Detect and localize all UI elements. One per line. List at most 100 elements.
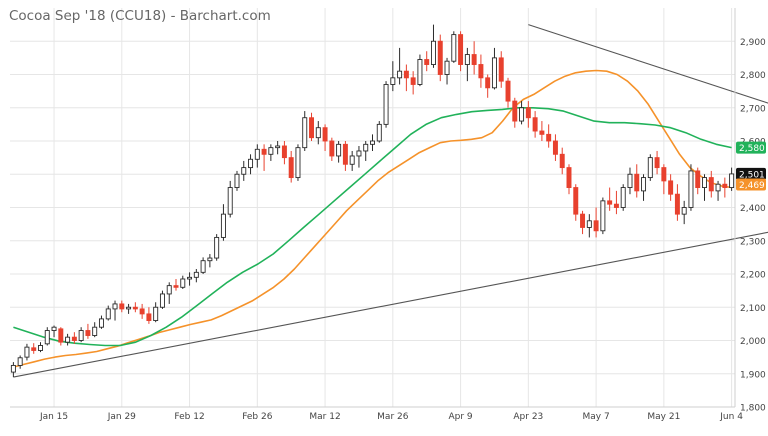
candle-body [702,177,707,188]
candle-body [105,308,111,320]
candlestick [519,101,525,125]
candle-body [241,167,247,175]
candle-body [607,200,613,205]
candlestick [613,190,619,215]
candle-body [268,147,274,155]
x-tick-label: Mar 26 [377,412,409,422]
price-label-bg [736,167,766,180]
candlestick [607,187,613,211]
candlestick [552,134,558,161]
candlestick [254,144,260,168]
candlestick [281,141,287,165]
candlestick [295,144,301,181]
y-tick-label: 2,900 [740,38,766,48]
candle-body [126,306,132,310]
candlestick [390,61,396,92]
candle-body [559,153,565,169]
y-tick-label: 2,000 [740,337,766,347]
candlestick [92,322,98,338]
candle-body [681,207,687,215]
candlestick [437,34,443,82]
candle-body [471,54,477,65]
candle-body [10,364,16,373]
candlestick [275,141,281,155]
candlestick [471,41,477,75]
candle-body [112,303,118,310]
x-tick-label: Jan 15 [39,412,68,422]
candlestick [10,362,16,378]
candlestick [187,272,193,286]
candle-body [65,336,71,343]
price-label: 2,501 [736,167,766,180]
candlestick [647,154,653,181]
candle-body [180,278,186,288]
candle-body [275,145,281,149]
candle-body [24,346,30,358]
candle-body [132,306,138,310]
candlestick [193,269,199,283]
price-label-text: 2,580 [739,144,765,154]
candle-body [505,80,511,102]
candlestick [51,325,57,338]
x-tick-label: May 7 [582,412,609,422]
candlestick [424,51,430,72]
candlestick [464,47,470,82]
candlestick [58,327,64,346]
candlestick [288,150,294,183]
candle-body [31,347,37,351]
candle-body [390,77,396,85]
y-tick-label: 2,300 [740,237,766,247]
candlestick [485,74,491,98]
candlestick [695,167,701,195]
candle-body [654,157,660,169]
candlestick [661,164,667,195]
candlestick [702,174,707,201]
candle-body [498,57,504,82]
candle-body [295,147,301,179]
candlestick [566,164,572,195]
candlestick [397,47,403,85]
candle-body [288,157,294,179]
candle-body [688,170,694,208]
candle-body [519,107,525,122]
candlestick [65,333,71,346]
candlestick [349,150,355,171]
candlesticks [10,24,735,378]
candle-body [430,40,436,65]
candlestick [403,64,409,92]
candle-body [417,59,423,85]
candlestick [180,275,186,289]
candle-body [51,326,57,331]
candlestick [356,145,362,168]
candle-body [729,173,735,188]
x-tick-label: Apr 23 [513,412,543,422]
candle-body [119,303,125,310]
candlestick [600,197,606,235]
price-label-bg [736,178,766,191]
candlestick [729,167,735,191]
candlestick [78,327,84,343]
grid-lines [10,8,735,408]
candlestick [24,343,30,361]
candlestick [417,54,423,87]
candlestick [688,164,694,211]
candle-body [159,293,165,308]
candle-body [146,313,152,321]
candle-body [58,328,64,343]
candlestick [302,111,308,151]
x-tick-label: Apr 9 [448,412,472,422]
candlestick [586,214,592,238]
candle-body [458,34,464,65]
candlestick [363,141,369,161]
candlestick [153,302,159,323]
slow-moving-average-line [13,107,732,347]
candlestick [370,134,375,151]
price-label: 2,580 [736,141,766,154]
candle-body [363,143,369,152]
candlestick [17,355,23,369]
candle-body [410,77,416,85]
candle-body [38,345,43,351]
axes: 1,8001,9002,0002,1002,2002,3002,4002,500… [10,8,766,422]
